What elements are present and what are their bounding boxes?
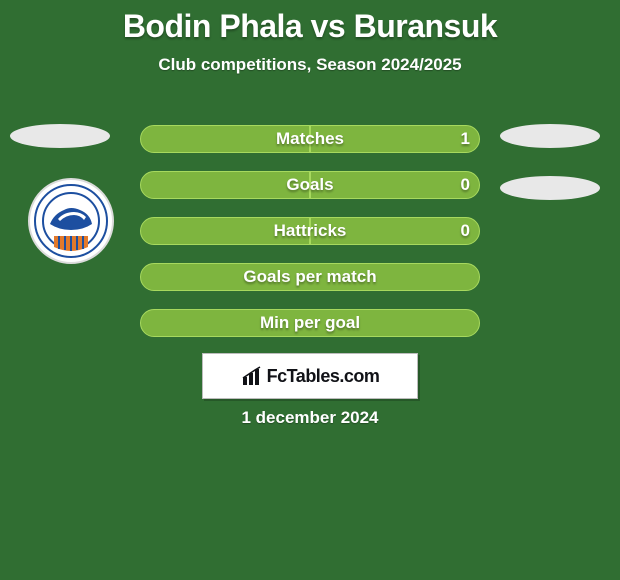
page-subtitle: Club competitions, Season 2024/2025 [0, 55, 620, 75]
page-title: Bodin Phala vs Buransuk [0, 0, 620, 45]
bars-icon [241, 365, 263, 387]
stats-comparison: Matches1Goals0Hattricks0Goals per matchM… [140, 125, 480, 355]
brand-card: FcTables.com [202, 353, 418, 399]
club-logo-left [28, 178, 114, 264]
player-silhouette-right-2 [500, 176, 600, 200]
stat-row: Goals0 [140, 171, 480, 199]
stat-row: Goals per match [140, 263, 480, 291]
club-crest-icon [34, 184, 108, 258]
stat-label: Goals per match [140, 263, 480, 291]
stat-label: Hattricks [140, 217, 480, 245]
stat-row: Matches1 [140, 125, 480, 153]
stat-row: Hattricks0 [140, 217, 480, 245]
date-label: 1 december 2024 [0, 408, 620, 428]
stat-value-right: 0 [461, 171, 470, 199]
stat-label: Goals [140, 171, 480, 199]
stat-value-right: 0 [461, 217, 470, 245]
stat-row: Min per goal [140, 309, 480, 337]
stat-label: Matches [140, 125, 480, 153]
stat-value-right: 1 [461, 125, 470, 153]
stat-label: Min per goal [140, 309, 480, 337]
player-silhouette-left [10, 124, 110, 148]
brand-label: FcTables.com [267, 366, 380, 387]
player-silhouette-right-1 [500, 124, 600, 148]
